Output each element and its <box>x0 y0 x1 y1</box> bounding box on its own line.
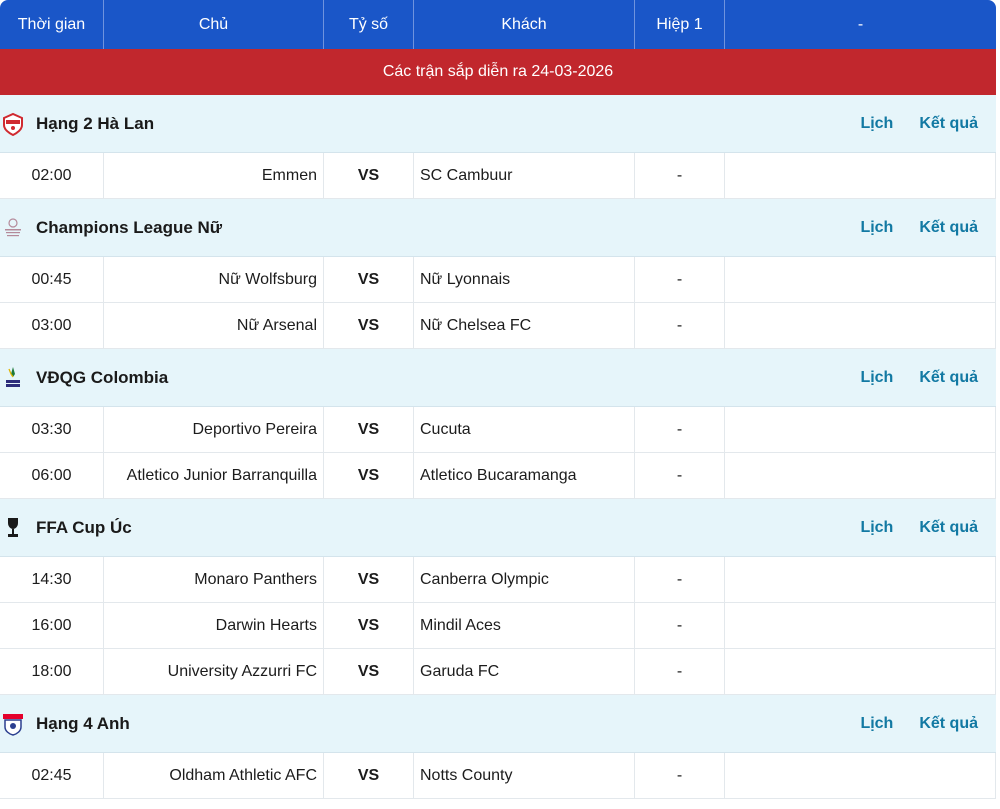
match-score[interactable]: VS <box>324 453 414 498</box>
home-team[interactable]: Emmen <box>104 153 324 198</box>
half-time-score: - <box>635 753 725 798</box>
away-team[interactable]: SC Cambuur <box>414 153 635 198</box>
results-link[interactable]: Kết quả <box>919 518 978 536</box>
home-team[interactable]: Atletico Junior Barranquilla <box>104 453 324 498</box>
half-time-score: - <box>635 649 725 694</box>
match-row[interactable]: 16:00 Darwin Hearts VS Mindil Aces - <box>0 603 996 649</box>
schedule-link[interactable]: Lịch <box>860 114 894 132</box>
match-time: 02:00 <box>0 153 104 198</box>
betplay-dimayor-icon <box>2 365 24 391</box>
half-time-score: - <box>635 407 725 452</box>
league-row: Hạng 4 Anh Lịch Kết quả <box>0 695 996 753</box>
match-score[interactable]: VS <box>324 257 414 302</box>
upcoming-banner: Các trận sắp diễn ra 24-03-2026 <box>0 49 996 95</box>
results-link[interactable]: Kết quả <box>919 368 978 386</box>
half-time-score: - <box>635 303 725 348</box>
match-score[interactable]: VS <box>324 303 414 348</box>
half-time-score: - <box>635 453 725 498</box>
schedule-link[interactable]: Lịch <box>860 368 894 386</box>
away-team[interactable]: Notts County <box>414 753 635 798</box>
extra-cell <box>725 453 996 498</box>
match-row[interactable]: 00:45 Nữ Wolfsburg VS Nữ Lyonnais - <box>0 257 996 303</box>
header-half: Hiệp 1 <box>635 0 725 49</box>
away-team[interactable]: Nữ Chelsea FC <box>414 303 635 348</box>
header-extra: - <box>857 15 864 33</box>
schedule-link[interactable]: Lịch <box>860 218 894 236</box>
match-row[interactable]: 14:30 Monaro Panthers VS Canberra Olympic - <box>0 557 996 603</box>
extra-cell <box>725 753 996 798</box>
match-row[interactable]: 02:00 Emmen VS SC Cambuur - <box>0 153 996 199</box>
keuken-kampioen-divisie-icon <box>2 111 24 137</box>
league-row: Champions League Nữ Lịch Kết quả <box>0 199 996 257</box>
table-header: Thời gian Chủ Tỷ số Khách Hiệp 1 - <box>0 0 996 49</box>
match-time: 02:45 <box>0 753 104 798</box>
match-score[interactable]: VS <box>324 557 414 602</box>
header-away: Khách <box>414 0 635 49</box>
match-score[interactable]: VS <box>324 407 414 452</box>
away-team[interactable]: Canberra Olympic <box>414 557 635 602</box>
schedule-link[interactable]: Lịch <box>860 714 894 732</box>
ffa-cup-trophy-icon <box>2 515 24 541</box>
match-row[interactable]: 03:00 Nữ Arsenal VS Nữ Chelsea FC - <box>0 303 996 349</box>
away-team[interactable]: Cucuta <box>414 407 635 452</box>
home-team[interactable]: Nữ Arsenal <box>104 303 324 348</box>
womens-champions-league-icon <box>2 215 24 241</box>
half-time-score: - <box>635 603 725 648</box>
league-row: Hạng 2 Hà Lan Lịch Kết quả <box>0 95 996 153</box>
match-row[interactable]: 06:00 Atletico Junior Barranquilla VS Atlet… <box>0 453 996 499</box>
match-time: 06:00 <box>0 453 104 498</box>
match-row[interactable]: 03:30 Deportivo Pereira VS Cucuta - <box>0 407 996 453</box>
match-score[interactable]: VS <box>324 153 414 198</box>
home-team[interactable]: Oldham Athletic AFC <box>104 753 324 798</box>
match-time: 03:00 <box>0 303 104 348</box>
schedule-link[interactable]: Lịch <box>860 518 894 536</box>
home-team[interactable]: Darwin Hearts <box>104 603 324 648</box>
match-row[interactable]: 18:00 University Azzurri FC VS Garuda FC - <box>0 649 996 695</box>
header-score: Tỷ số <box>324 0 414 49</box>
header-time: Thời gian <box>0 0 104 49</box>
away-team[interactable]: Atletico Bucaramanga <box>414 453 635 498</box>
home-team[interactable]: Deportivo Pereira <box>104 407 324 452</box>
league-name: Hạng 2 Hà Lan <box>36 113 155 133</box>
half-time-score: - <box>635 557 725 602</box>
match-score[interactable]: VS <box>324 603 414 648</box>
half-time-score: - <box>635 153 725 198</box>
match-time: 03:30 <box>0 407 104 452</box>
league-row: FFA Cup Úc Lịch Kết quả <box>0 499 996 557</box>
away-team[interactable]: Mindil Aces <box>414 603 635 648</box>
home-team[interactable]: Monaro Panthers <box>104 557 324 602</box>
extra-cell <box>725 257 996 302</box>
league-name: VĐQG Colombia <box>36 367 169 387</box>
extra-cell <box>725 153 996 198</box>
league-name: FFA Cup Úc <box>36 517 132 537</box>
away-team[interactable]: Garuda FC <box>414 649 635 694</box>
league-row: VĐQG Colombia Lịch Kết quả <box>0 349 996 407</box>
half-time-score: - <box>635 257 725 302</box>
match-row[interactable]: 02:45 Oldham Athletic AFC VS Notts County - <box>0 753 996 799</box>
match-score[interactable]: VS <box>324 753 414 798</box>
results-link[interactable]: Kết quả <box>919 114 978 132</box>
match-time: 18:00 <box>0 649 104 694</box>
extra-cell <box>725 557 996 602</box>
home-team[interactable]: Nữ Wolfsburg <box>104 257 324 302</box>
away-team[interactable]: Nữ Lyonnais <box>414 257 635 302</box>
header-home: Chủ <box>104 0 324 49</box>
home-team[interactable]: University Azzurri FC <box>104 649 324 694</box>
match-time: 14:30 <box>0 557 104 602</box>
sky-bet-league-two-icon <box>2 711 24 737</box>
table-body: Hạng 2 Hà Lan Lịch Kết quả 02:00 Emmen VS SC C… <box>0 95 996 799</box>
match-time: 00:45 <box>0 257 104 302</box>
extra-cell <box>725 649 996 694</box>
league-name: Champions League Nữ <box>36 217 223 237</box>
match-score[interactable]: VS <box>324 649 414 694</box>
extra-cell <box>725 407 996 452</box>
match-time: 16:00 <box>0 603 104 648</box>
results-link[interactable]: Kết quả <box>919 714 978 732</box>
league-name: Hạng 4 Anh <box>36 713 130 733</box>
results-link[interactable]: Kết quả <box>919 218 978 236</box>
extra-cell <box>725 603 996 648</box>
extra-cell <box>725 303 996 348</box>
